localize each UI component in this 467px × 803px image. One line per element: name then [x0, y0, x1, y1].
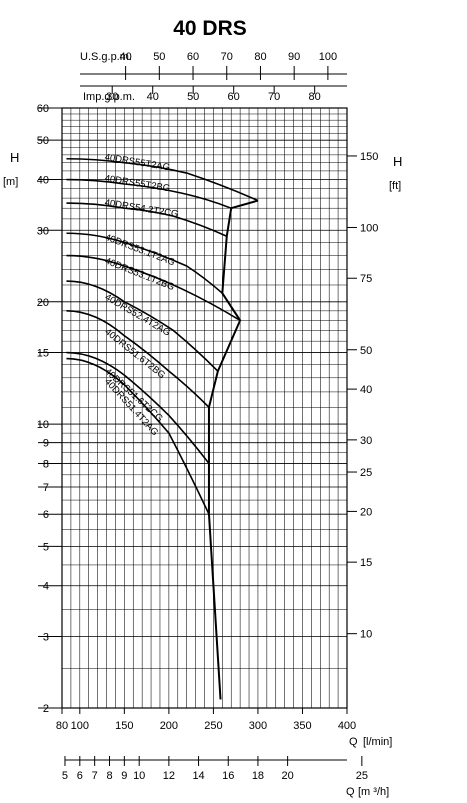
x-m3h-tick-label: 9	[121, 770, 127, 782]
y-left-tick-label: 6	[43, 509, 49, 521]
y-right-tick-label: 10	[360, 629, 372, 641]
pump-curve-label: 40DRS55T2BG	[104, 173, 171, 194]
y-axis-left-unit: [m]	[3, 176, 18, 188]
x-m3h-tick-label: 12	[163, 770, 175, 782]
x-axis-lmin-unit: [l/min]	[363, 736, 392, 748]
imp-gpm-tick-label: 80	[309, 91, 321, 103]
us-gpm-tick-label: 70	[221, 51, 233, 63]
y-left-tick-label: 2	[43, 703, 49, 715]
x-axis-m3h-prefix: Q	[346, 786, 355, 798]
y-right-tick-label: 100	[360, 222, 378, 234]
us-gpm-tick-label: 80	[254, 51, 266, 63]
x-lmin-tick-label: 250	[204, 720, 222, 732]
axes: 2345678910152030405060101520253040507510…	[37, 51, 379, 782]
pump-curves: 40DRS55T2AG40DRS55T2BG40DRS54.2T2CG40DRS…	[66, 152, 259, 700]
operating-limit-line	[207, 199, 259, 700]
y-left-tick-label: 3	[43, 631, 49, 643]
x-m3h-tick-label: 20	[282, 770, 294, 782]
y-right-tick-label: 20	[360, 506, 372, 518]
y-axis-right-label: H	[393, 154, 402, 169]
x-axis-lmin-prefix: Q	[349, 736, 358, 748]
us-gpm-tick-label: 90	[288, 51, 300, 63]
pump-curve-line	[66, 202, 228, 237]
y-left-tick-label: 50	[37, 135, 49, 147]
y-right-tick-label: 150	[360, 151, 378, 163]
x-lmin-tick-label: 100	[71, 720, 89, 732]
imp-gpm-axis-label: Imp.g.p.m.	[83, 91, 135, 103]
y-left-tick-label: 15	[37, 348, 49, 360]
us-gpm-tick-label: 100	[319, 51, 337, 63]
y-right-tick-label: 40	[360, 384, 372, 396]
imp-gpm-tick-label: 40	[147, 91, 159, 103]
y-axis-right-unit: [ft]	[389, 180, 401, 192]
y-left-tick-label: 8	[43, 458, 49, 470]
y-right-tick-label: 25	[360, 467, 372, 479]
x-lmin-tick-label: 150	[115, 720, 133, 732]
us-gpm-tick-label: 40	[119, 51, 131, 63]
pump-curve-line	[66, 254, 241, 322]
x-lmin-tick-label: 200	[160, 720, 178, 732]
imp-gpm-tick-label: 30	[106, 91, 118, 103]
y-left-tick-label: 40	[37, 175, 49, 187]
y-right-tick-label: 15	[360, 557, 372, 569]
imp-gpm-tick-label: 50	[187, 91, 199, 103]
pump-curve-line	[66, 178, 232, 209]
x-axis-m3h-unit: [m ³/h]	[358, 786, 389, 798]
us-gpm-axis-label: U.S.g.p.m.	[80, 51, 132, 63]
x-m3h-tick-label: 16	[222, 770, 234, 782]
y-left-tick-label: 60	[37, 103, 49, 115]
x-lmin-tick-label: 400	[338, 720, 356, 732]
y-left-tick-label: 7	[43, 482, 49, 494]
x-m3h-tick-label: 7	[92, 770, 98, 782]
y-left-tick-label: 10	[37, 419, 49, 431]
x-m3h-tick-label: 10	[133, 770, 145, 782]
y-left-tick-label: 30	[37, 225, 49, 237]
us-gpm-tick-label: 50	[153, 51, 165, 63]
imp-gpm-tick-label: 60	[228, 91, 240, 103]
x-lmin-tick-label: 350	[293, 720, 311, 732]
pump-curve-line	[66, 280, 219, 372]
x-m3h-tick-label: 8	[106, 770, 112, 782]
pump-curve-line	[66, 157, 259, 202]
x-m3h-tick-label: 14	[192, 770, 204, 782]
y-right-tick-label: 50	[360, 345, 372, 357]
y-left-tick-label: 9	[43, 438, 49, 450]
pump-curve-line	[66, 232, 223, 294]
pump-curve-line	[66, 310, 210, 408]
y-axis-left-label: H	[10, 150, 19, 165]
x-m3h-tick-label: 6	[77, 770, 83, 782]
y-left-tick-label: 4	[43, 581, 49, 593]
x-m3h-tick-label: 25	[356, 770, 368, 782]
y-right-tick-label: 75	[360, 273, 372, 285]
y-left-tick-label: 20	[37, 297, 49, 309]
imp-gpm-tick-label: 70	[268, 91, 280, 103]
y-right-tick-label: 30	[360, 435, 372, 447]
x-lmin-tick-label: 80	[56, 720, 68, 732]
us-gpm-tick-label: 60	[187, 51, 199, 63]
pump-curve-line	[66, 357, 210, 515]
x-m3h-tick-label: 5	[62, 770, 68, 782]
x-m3h-tick-label: 18	[252, 770, 264, 782]
pump-curve-label: 40DRS54.2T2CG	[104, 197, 179, 220]
chart-title: 40 DRS	[173, 17, 247, 40]
pump-curve-line	[66, 351, 210, 464]
x-lmin-tick-label: 300	[249, 720, 267, 732]
y-left-tick-label: 5	[43, 541, 49, 553]
